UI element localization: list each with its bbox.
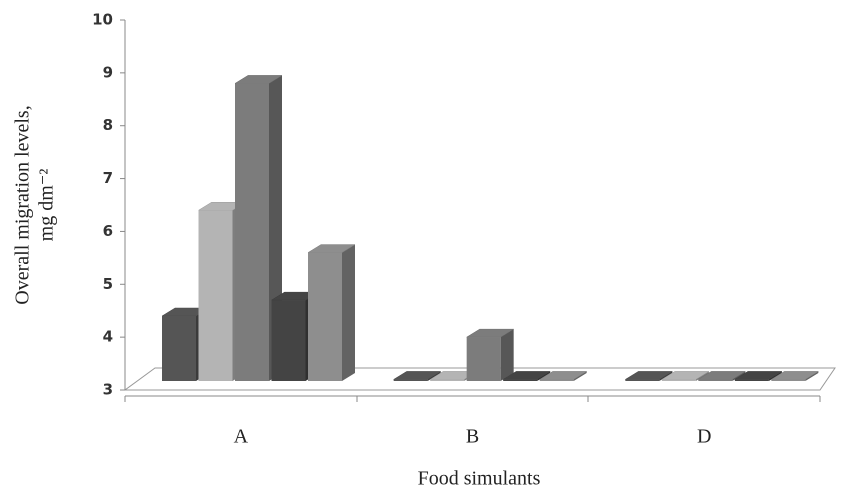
bar-side bbox=[805, 371, 819, 381]
bar-side bbox=[732, 371, 746, 381]
bar bbox=[393, 379, 428, 381]
bar bbox=[698, 379, 733, 381]
y-tick-label: 6 bbox=[103, 222, 113, 240]
bar bbox=[661, 379, 696, 381]
bar bbox=[235, 83, 269, 381]
x-tick-label: A bbox=[234, 426, 249, 448]
y-tick-label: 4 bbox=[103, 328, 113, 346]
bar bbox=[734, 379, 769, 381]
bar bbox=[308, 252, 342, 381]
y-axis-title-line: mg dm⁻² bbox=[36, 169, 58, 242]
bar-side bbox=[573, 371, 587, 381]
y-axis-title-line: Overall migration levels, bbox=[12, 105, 34, 304]
y-tick-label: 9 bbox=[103, 63, 113, 81]
x-tick-label: B bbox=[466, 426, 479, 448]
bar-side bbox=[695, 371, 709, 381]
bar-side bbox=[427, 371, 441, 381]
y-tick-label: 5 bbox=[103, 275, 113, 293]
bar bbox=[198, 210, 233, 381]
bar bbox=[466, 337, 501, 381]
bar bbox=[271, 300, 306, 381]
x-tick-label: D bbox=[697, 426, 711, 448]
bar-side bbox=[768, 371, 782, 381]
y-tick-label: 3 bbox=[103, 381, 113, 399]
y-axis-title: Overall migration levels, mg dm⁻² bbox=[12, 105, 58, 304]
bar bbox=[771, 379, 806, 381]
y-tick-label: 7 bbox=[103, 169, 113, 187]
bar bbox=[430, 379, 465, 381]
bar-side bbox=[500, 329, 514, 381]
bar bbox=[503, 379, 538, 381]
bar-side bbox=[537, 371, 551, 381]
bar bbox=[539, 379, 574, 381]
bar bbox=[625, 379, 660, 381]
y-tick-label: 8 bbox=[103, 116, 113, 134]
bar bbox=[162, 316, 196, 381]
y-tick-label: 10 bbox=[92, 11, 113, 29]
x-axis-title: Food simulants bbox=[418, 468, 541, 490]
bar-side bbox=[659, 371, 673, 381]
bar-side bbox=[342, 244, 355, 381]
